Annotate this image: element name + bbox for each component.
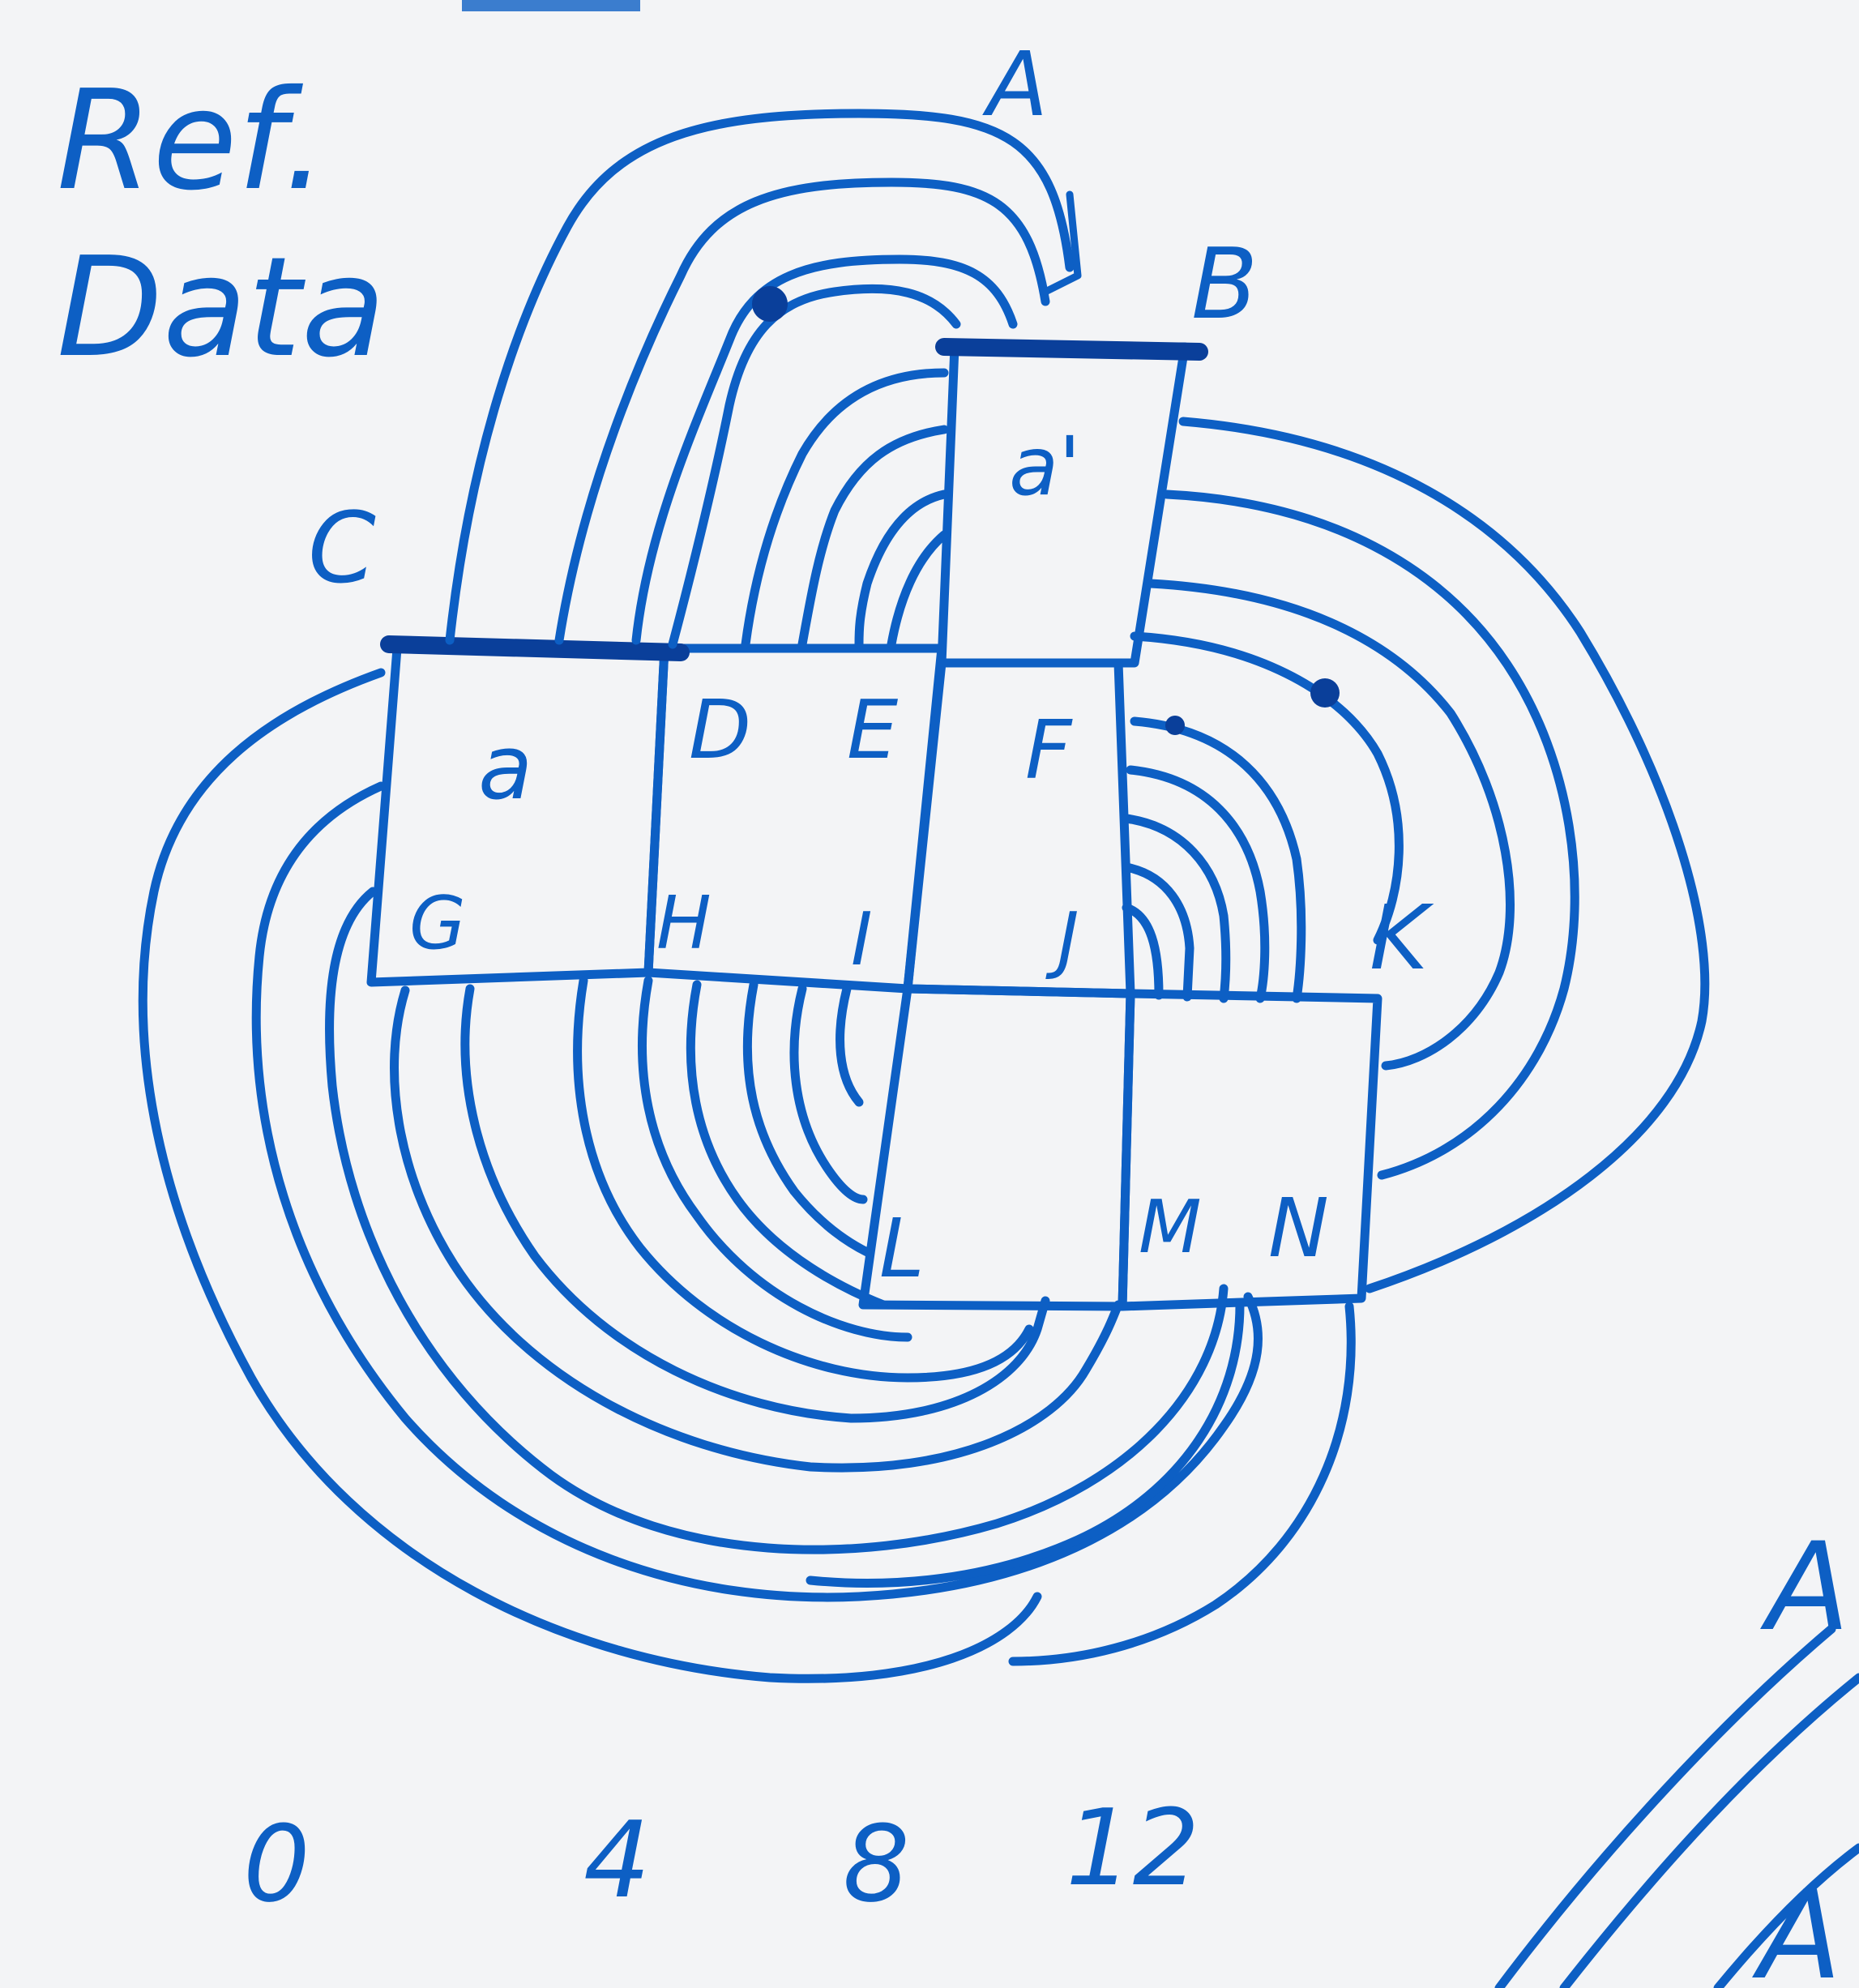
arc-a-outer bbox=[445, 109, 1075, 645]
arc-right-3 bbox=[1146, 579, 1515, 1071]
arc-f-1 bbox=[1130, 716, 1306, 1003]
node-label-i: I bbox=[851, 897, 873, 982]
node-label-j: J bbox=[1045, 897, 1079, 982]
arc-i-2 bbox=[789, 984, 868, 1204]
thick-edge-left bbox=[380, 635, 690, 661]
arc-left-outer bbox=[138, 668, 1042, 1683]
node-label-l: L bbox=[879, 1201, 925, 1296]
square-f bbox=[903, 658, 1135, 998]
arc-left-3 bbox=[325, 887, 1229, 1554]
heading-data: Data bbox=[57, 228, 386, 388]
arc-h-3 bbox=[686, 980, 888, 1310]
grid-squares bbox=[366, 338, 1382, 1311]
arc-a-2 bbox=[554, 177, 1050, 645]
cell-label-a-prime: a' bbox=[1009, 419, 1081, 514]
arc-left-2 bbox=[251, 781, 1263, 1602]
node-label-k: K bbox=[1370, 886, 1434, 990]
arc-i-1 bbox=[742, 980, 872, 1257]
thick-edge-top bbox=[935, 338, 1208, 361]
node-labels: A B C D E F G H I J K L M N bbox=[308, 32, 1434, 1296]
cell-label-a: a bbox=[478, 716, 532, 819]
scale-8: 8 bbox=[843, 1802, 910, 1926]
node-label-d: D bbox=[689, 682, 751, 777]
arc-a-5 bbox=[741, 368, 949, 649]
connections bbox=[138, 109, 1710, 1683]
arc-h-1 bbox=[573, 976, 1034, 1383]
arc-right-4 bbox=[1130, 631, 1404, 945]
fragment-line-2 bbox=[1559, 1673, 1859, 1988]
ink-dots bbox=[752, 286, 1340, 735]
scale-0: 0 bbox=[243, 1802, 310, 1926]
node-label-m: M bbox=[1139, 1185, 1202, 1270]
node-label-c: C bbox=[308, 493, 376, 605]
scale: 0 4 8 12 bbox=[243, 1786, 1199, 1926]
scale-12: 12 bbox=[1066, 1786, 1199, 1909]
arc-a-7 bbox=[854, 490, 949, 649]
fragment-line-1 bbox=[1494, 1624, 1836, 1988]
top-edge-mark bbox=[462, 0, 640, 11]
arc-f-4 bbox=[1122, 862, 1194, 1002]
arc-n-2 bbox=[1008, 1302, 1356, 1666]
node-label-n: N bbox=[1268, 1181, 1329, 1276]
margin-fragment: A A bbox=[1494, 1517, 1859, 1988]
heading-ref: Ref. bbox=[57, 61, 327, 221]
node-label-f: F bbox=[1025, 703, 1073, 797]
arc-f-2 bbox=[1126, 765, 1270, 1003]
arc-right-outer bbox=[1178, 417, 1710, 1293]
fragment-a-top: A bbox=[1760, 1517, 1850, 1658]
tick-a bbox=[1041, 190, 1082, 296]
arc-a-4 bbox=[668, 284, 961, 649]
arc-a-6 bbox=[797, 425, 949, 649]
node-label-g: G bbox=[409, 881, 466, 966]
arc-f-5 bbox=[1122, 903, 1164, 1000]
fragment-a-bottom: A bbox=[1752, 1866, 1842, 1988]
arc-g-1 bbox=[390, 985, 1123, 1473]
arc-f-3 bbox=[1122, 814, 1231, 1003]
arc-h-2 bbox=[638, 976, 912, 1342]
fragment-line-3 bbox=[1713, 1843, 1859, 1988]
arc-n-1 bbox=[806, 1300, 1245, 1588]
arc-i-3 bbox=[835, 984, 864, 1107]
node-label-b: B bbox=[1191, 229, 1258, 341]
node-label-e: E bbox=[847, 682, 898, 777]
arc-a-8 bbox=[887, 530, 949, 649]
arc-right-2 bbox=[1162, 490, 1579, 1180]
arc-g-2 bbox=[460, 984, 1050, 1423]
node-label-a: A bbox=[982, 32, 1048, 136]
node-label-h: H bbox=[656, 881, 712, 966]
scale-4: 4 bbox=[583, 1798, 651, 1922]
